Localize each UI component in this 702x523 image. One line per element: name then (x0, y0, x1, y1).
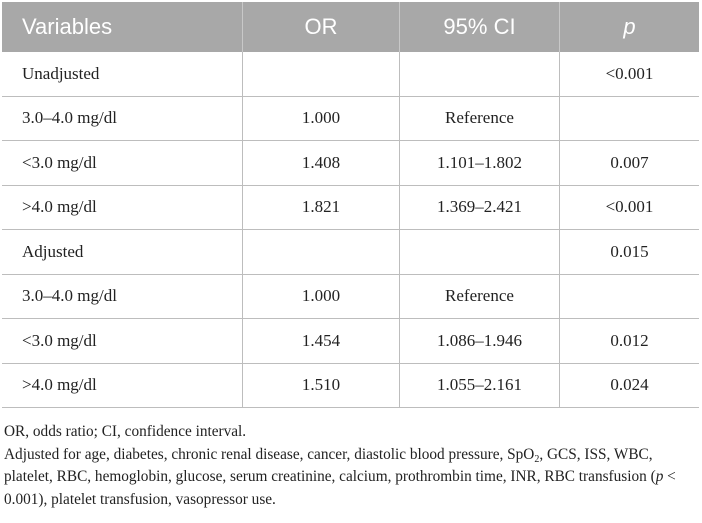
cell-variable: <3.0 mg/dl (2, 141, 243, 185)
cell-variable: 3.0–4.0 mg/dl (2, 274, 243, 318)
cell-ci: 1.369–2.421 (400, 185, 560, 229)
cell-variable: <3.0 mg/dl (2, 319, 243, 363)
results-table: Variables OR 95% CI p Unadjusted <0.001 … (2, 2, 699, 408)
table-footnotes: OR, odds ratio; CI, confidence interval.… (4, 421, 698, 511)
cell-p: <0.001 (605, 197, 654, 217)
header-or: OR (243, 2, 400, 52)
header-ci: 95% CI (400, 2, 560, 52)
table-row: Unadjusted <0.001 (2, 52, 699, 97)
table-row: >4.0 mg/dl 1.510 1.055–2.161 0.024 (2, 363, 699, 408)
footnote-adjusted-text: < 0.001), platelet transfusion, vasopres… (4, 468, 676, 508)
cell-p: 0.012 (610, 330, 649, 350)
cell-or (243, 230, 400, 274)
cell-or: 1.454 (243, 319, 400, 363)
cell-or: 1.408 (243, 141, 400, 185)
cell-variable: Adjusted (2, 230, 243, 274)
table-row: Adjusted 0.015 (2, 230, 699, 275)
cell-ci: 1.055–2.161 (400, 363, 560, 407)
table-row: <3.0 mg/dl 1.408 1.101–1.802 0.007 (2, 141, 699, 186)
cell-or: 1.510 (243, 363, 400, 407)
cell-variable: >4.0 mg/dl (2, 363, 243, 407)
table-row: >4.0 mg/dl 1.821 1.369–2.421 <0.001 (2, 185, 699, 230)
cell-p: 0.024 (610, 375, 649, 395)
cell-p (560, 97, 699, 141)
cell-variable: >4.0 mg/dl (2, 185, 243, 229)
table-row: 3.0–4.0 mg/dl 1.000 Reference (2, 96, 699, 141)
cell-variable: 3.0–4.0 mg/dl (2, 96, 243, 140)
header-variables: Variables (2, 2, 243, 52)
cell-ci: 1.101–1.802 (400, 141, 560, 185)
cell-ci (400, 52, 560, 96)
cell-or: 1.000 (243, 96, 400, 140)
footnote-p-symbol: p (655, 468, 664, 485)
cell-p: <0.001 (605, 63, 654, 83)
cell-variable: Unadjusted (2, 52, 243, 96)
cell-p (560, 275, 699, 319)
table-header-row: Variables OR 95% CI p (2, 2, 699, 52)
cell-ci: 1.086–1.946 (400, 319, 560, 363)
footnote-adjusted-text: Adjusted for age, diabetes, chronic rena… (4, 445, 535, 463)
footnote-subscript: 2 (534, 453, 540, 465)
cell-ci (400, 230, 560, 274)
cell-or: 1.821 (243, 185, 400, 229)
header-p: p (623, 14, 636, 39)
cell-p: 0.007 (610, 152, 649, 172)
table-row: 3.0–4.0 mg/dl 1.000 Reference (2, 274, 699, 319)
footnote-adjustment: Adjusted for age, diabetes, chronic rena… (4, 444, 698, 512)
footnote-adjusted-text: , GCS, ISS, WBC, platelet, RBC, hemoglob… (4, 445, 656, 486)
cell-or (243, 52, 400, 96)
cell-ci: Reference (400, 96, 560, 140)
table-row: <3.0 mg/dl 1.454 1.086–1.946 0.012 (2, 319, 699, 364)
cell-p: 0.015 (610, 241, 649, 261)
cell-ci: Reference (400, 274, 560, 318)
cell-or: 1.000 (243, 274, 400, 318)
footnote-abbreviations: OR, odds ratio; CI, confidence interval. (4, 423, 247, 440)
